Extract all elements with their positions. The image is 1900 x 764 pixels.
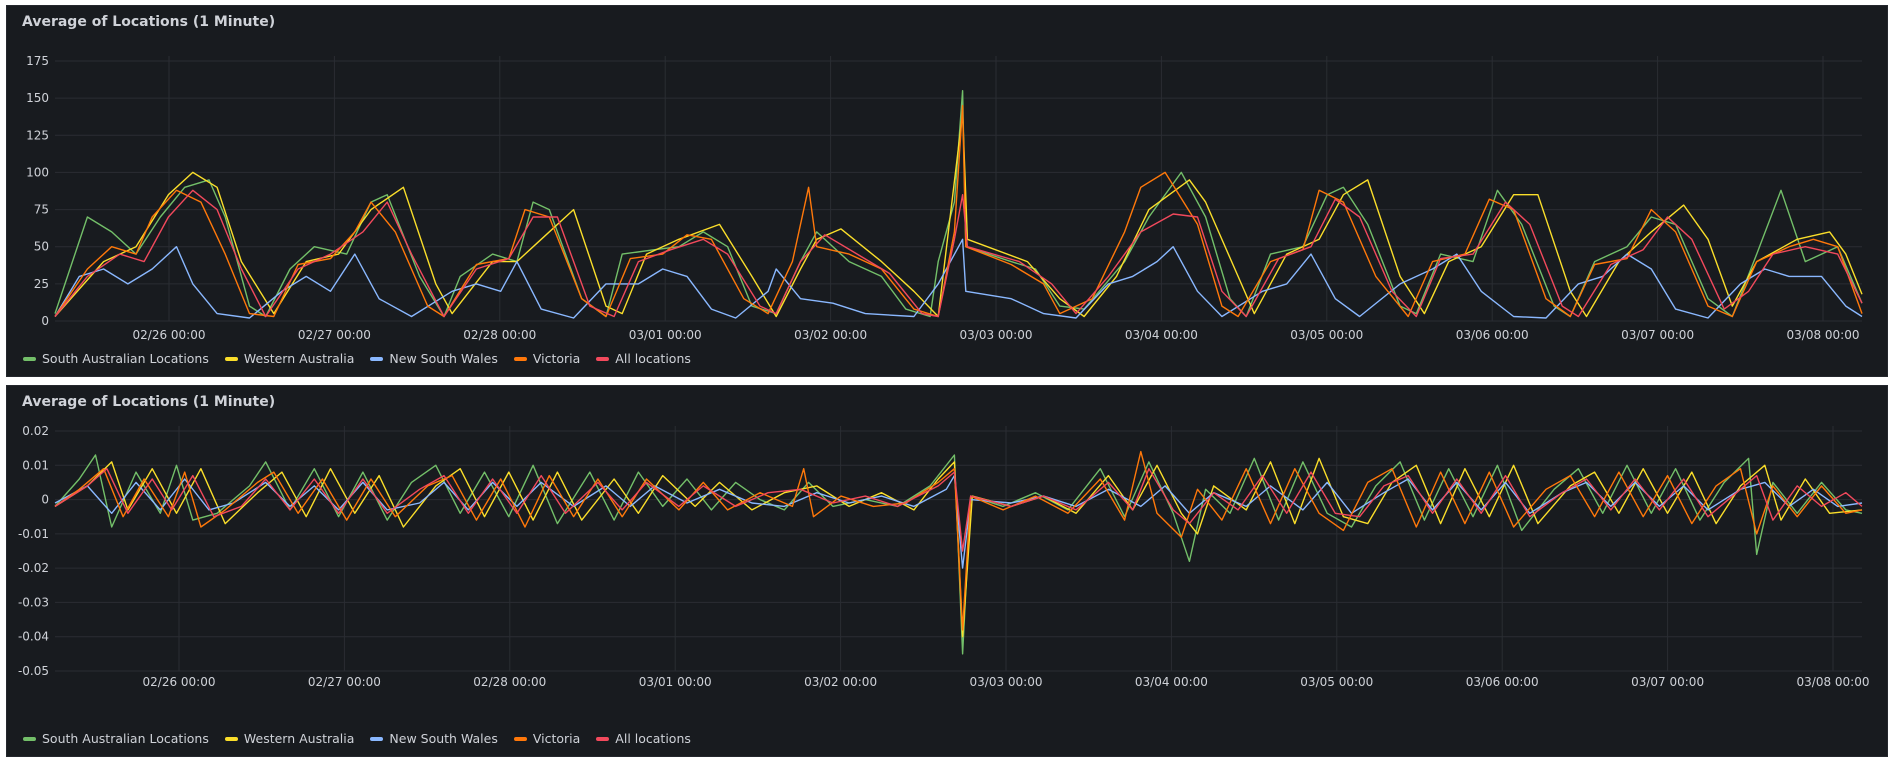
legend-swatch xyxy=(224,736,238,741)
legend-item-south-australian-locations[interactable]: South Australian Locations xyxy=(23,731,209,746)
x-tick-label: 03/07 00:00 xyxy=(1631,675,1704,689)
series-line-western-australia xyxy=(54,112,1863,318)
legend-swatch xyxy=(596,736,610,741)
x-tick-label: 02/26 00:00 xyxy=(143,675,216,689)
x-tick-label: 02/27 00:00 xyxy=(298,328,371,342)
x-tick-label: 03/02 00:00 xyxy=(794,328,867,342)
series-line-new-south-wales xyxy=(54,238,1863,319)
legend-swatch xyxy=(596,356,610,361)
legend-label: Western Australia xyxy=(243,351,355,366)
legend-label: All locations xyxy=(615,351,691,366)
series-line-victoria xyxy=(54,450,1863,631)
y-tick-label: 0 xyxy=(41,493,49,507)
y-tick-label: -0.02 xyxy=(18,561,49,575)
legend-swatch xyxy=(23,356,36,361)
legend-item-new-south-wales[interactable]: New South Wales xyxy=(370,731,498,746)
legend-item-western-australia[interactable]: Western Australia xyxy=(224,731,355,746)
legend-item-victoria[interactable]: Victoria xyxy=(513,351,581,366)
legend-swatch xyxy=(370,736,384,741)
series-line-all-locations xyxy=(54,189,1863,318)
x-tick-label: 03/01 00:00 xyxy=(629,328,702,342)
x-tick-label: 03/02 00:00 xyxy=(804,675,877,689)
chart-svg: 0 25 50 75 100 125 150 175 02/26 00:00 02/27 00:0… xyxy=(26,54,1863,342)
legend-swatch xyxy=(23,736,36,741)
legend: South Australian Locations Western Austr… xyxy=(23,731,691,746)
x-tick-label: 02/26 00:00 xyxy=(133,328,206,342)
x-tick-label: 02/28 00:00 xyxy=(473,675,546,689)
x-tick-label: 02/27 00:00 xyxy=(308,675,381,689)
x-tick-label: 03/05 00:00 xyxy=(1300,675,1373,689)
y-tick-label: 50 xyxy=(34,240,49,254)
y-tick-label: 0.01 xyxy=(22,458,49,472)
chart-panel-1: Average of Locations (1 Minute) 0 25 50 75 1… xyxy=(6,5,1888,377)
x-tick-label: 03/08 00:00 xyxy=(1787,328,1860,342)
legend-label: Western Australia xyxy=(243,731,355,746)
y-tick-label: 0.02 xyxy=(22,424,49,438)
y-tick-label: 100 xyxy=(26,165,49,179)
chart-svg: -0.05 -0.04 -0.03 -0.02 -0.01 0 0.01 0.02 02/26 … xyxy=(18,424,1870,689)
legend-label: Victoria xyxy=(532,351,581,366)
x-tick-label: 03/03 00:00 xyxy=(970,675,1043,689)
y-tick-label: 150 xyxy=(26,91,49,105)
legend-swatch xyxy=(513,356,527,361)
panel-title: Average of Locations (1 Minute) xyxy=(22,394,276,410)
legend-item-new-south-wales[interactable]: New South Wales xyxy=(370,351,498,366)
y-tick-label: -0.04 xyxy=(18,630,49,644)
legend-swatch xyxy=(370,356,384,361)
legend-label: All locations xyxy=(615,731,691,746)
x-tick-label: 03/03 00:00 xyxy=(960,328,1033,342)
legend-item-western-australia[interactable]: Western Australia xyxy=(224,351,355,366)
legend-swatch xyxy=(513,736,527,741)
y-tick-label: -0.03 xyxy=(18,595,49,609)
legend-item-victoria[interactable]: Victoria xyxy=(513,731,581,746)
legend-label: New South Wales xyxy=(389,351,498,366)
x-tick-label: 03/05 00:00 xyxy=(1290,328,1363,342)
legend-label: New South Wales xyxy=(389,731,498,746)
x-tick-label: 03/06 00:00 xyxy=(1456,328,1529,342)
y-tick-label: 25 xyxy=(34,277,49,291)
y-tick-label: -0.01 xyxy=(18,527,49,541)
y-tick-label: -0.05 xyxy=(18,664,49,678)
y-tick-label: 75 xyxy=(34,203,49,217)
series-line-south-australian-locations xyxy=(54,90,1863,318)
legend-swatch xyxy=(224,356,238,361)
x-tick-label: 03/04 00:00 xyxy=(1125,328,1198,342)
legend-label: Victoria xyxy=(532,731,581,746)
y-tick-label: 125 xyxy=(26,128,49,142)
legend-item-all-locations[interactable]: All locations xyxy=(596,351,691,366)
legend-label: South Australian Locations xyxy=(42,351,209,366)
x-tick-label: 03/04 00:00 xyxy=(1135,675,1208,689)
legend-item-all-locations[interactable]: All locations xyxy=(596,731,691,746)
legend-item-south-australian-locations[interactable]: South Australian Locations xyxy=(23,351,209,366)
series-line-all-locations xyxy=(54,468,1863,552)
series-line-victoria xyxy=(54,104,1863,318)
legend-label: South Australian Locations xyxy=(42,731,209,746)
panel-title: Average of Locations (1 Minute) xyxy=(22,14,276,30)
x-tick-label: 03/08 00:00 xyxy=(1797,675,1870,689)
y-tick-label: 175 xyxy=(26,54,49,68)
x-tick-label: 02/28 00:00 xyxy=(463,328,536,342)
x-tick-label: 03/01 00:00 xyxy=(639,675,712,689)
y-tick-label: 0 xyxy=(41,314,49,328)
grid xyxy=(55,56,1862,322)
legend: South Australian Locations Western Austr… xyxy=(23,351,691,366)
x-tick-label: 03/06 00:00 xyxy=(1466,675,1539,689)
x-tick-label: 03/07 00:00 xyxy=(1621,328,1694,342)
chart-panel-2: Average of Locations (1 Minute) -0.05 -0.… xyxy=(6,385,1888,757)
